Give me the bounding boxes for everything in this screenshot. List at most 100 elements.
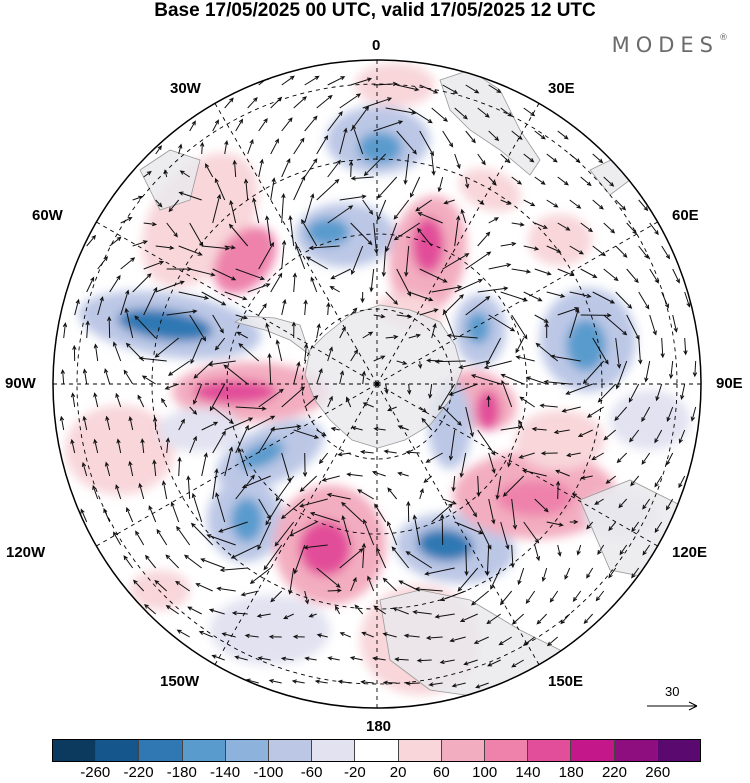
wind-arrow: [304, 395, 319, 408]
wind-arrow: [247, 283, 271, 293]
wind-arrow: [500, 373, 524, 385]
wind-arrow: [592, 337, 609, 365]
wind-arrow: [357, 489, 374, 500]
wind-arrow: [477, 153, 486, 166]
anomaly-field: [53, 60, 701, 708]
wind-arrow: [488, 84, 502, 94]
wind-arrow: [511, 659, 524, 668]
wind-arrow: [327, 76, 346, 86]
wind-arrow: [415, 199, 432, 212]
wind-arrow: [304, 158, 318, 178]
colorbar-swatch: [312, 740, 356, 761]
wind-arrow: [360, 679, 374, 685]
wind-arrow: [263, 544, 283, 571]
wind-arrow: [546, 291, 566, 298]
wind-arrow: [310, 276, 318, 293]
wind-arrow: [464, 176, 470, 189]
wind-arrow: [500, 199, 512, 205]
wind-arrow: [219, 567, 248, 573]
meridian-line: [96, 383, 378, 547]
wind-arrow: [134, 315, 157, 339]
wind-arrow: [515, 355, 535, 362]
anomaly-blob: [610, 390, 690, 450]
page-title: Base 17/05/2025 00 UTC, valid 17/05/2025…: [154, 0, 596, 21]
wind-arrow: [207, 360, 236, 367]
wind-arrow: [477, 231, 491, 247]
wind-arrow: [408, 107, 433, 124]
lon-label-120w: 120W: [6, 544, 46, 561]
wind-arrow: [205, 163, 214, 178]
wind-arrow: [189, 314, 207, 342]
wind-arrow: [133, 579, 145, 592]
landmass-outline: [139, 149, 201, 211]
wind-arrow: [631, 521, 640, 533]
wind-arrow: [565, 383, 593, 395]
wind-arrow: [363, 153, 387, 177]
wind-arrow: [362, 199, 374, 215]
landmass-outline: [233, 315, 311, 357]
colorbar-tick-label: 20: [389, 764, 407, 781]
wind-arrow: [534, 222, 548, 229]
wind-arrow: [372, 656, 386, 661]
wind-arrow: [291, 679, 305, 684]
wind-arrow: [572, 590, 582, 602]
wind-arrow: [354, 604, 364, 615]
wind-arrow: [394, 657, 409, 662]
wind-arrow: [454, 153, 461, 170]
wind-arrow: [594, 498, 604, 505]
colorbar-swatch: [269, 740, 313, 761]
wind-arrow: [155, 145, 162, 155]
lon-label-90e: 90E: [716, 375, 743, 392]
wind-arrow: [257, 656, 271, 661]
wind-arrow: [104, 461, 111, 477]
wind-arrow: [498, 636, 512, 646]
wind-arrow: [295, 244, 306, 270]
wind-arrow: [293, 429, 319, 439]
wind-arrow: [534, 314, 549, 323]
wind-arrow: [339, 548, 364, 569]
wind-arrow: [672, 314, 678, 333]
wind-arrow: [288, 215, 295, 247]
wind-arrow: [275, 475, 295, 502]
wind-arrow: [463, 659, 478, 666]
wind-arrow: [86, 234, 97, 247]
wind-arrow: [608, 567, 617, 579]
wind-arrow: [407, 383, 412, 395]
colorbar-tick-label: 60: [433, 764, 450, 781]
wind-arrow: [258, 426, 275, 454]
wind-arrow: [339, 632, 351, 638]
wind-arrow: [618, 498, 628, 509]
wind-arrow: [176, 629, 190, 638]
wind-arrow: [405, 551, 432, 569]
wind-arrow: [281, 158, 291, 178]
wind-arrow: [376, 199, 387, 221]
wind-arrow: [316, 567, 341, 588]
wind-arrow: [308, 613, 317, 618]
wind-arrow: [629, 429, 640, 443]
wind-arrow: [258, 158, 264, 178]
wind-arrow: [654, 475, 663, 488]
wind-arrow: [376, 547, 387, 569]
anomaly-blob: [306, 218, 350, 246]
wind-arrow: [638, 199, 649, 212]
wind-arrow: [360, 291, 365, 304]
wind-arrow: [499, 590, 513, 606]
wind-arrow: [586, 521, 594, 530]
wind-arrow: [281, 386, 306, 408]
wind-arrow: [419, 268, 448, 283]
wind-arrow: [59, 415, 65, 431]
colorbar-ticks: -260 -220 -180 -140 -100 -60 -20 20 60 100 140 180 2…: [52, 764, 701, 782]
wind-arrow: [446, 333, 478, 339]
wind-arrow: [488, 176, 497, 186]
wind-arrow: [327, 205, 354, 224]
wind-arrow: [424, 567, 455, 576]
wind-arrow: [326, 492, 351, 500]
wind-arrow: [465, 406, 474, 438]
wind-vectors: [59, 75, 698, 689]
wind-arrow: [258, 498, 271, 520]
wind-arrow: [318, 452, 329, 465]
wind-arrow: [592, 199, 604, 210]
wind-arrow: [546, 636, 559, 647]
wind-arrow: [591, 452, 604, 461]
wind-arrow: [350, 576, 357, 592]
